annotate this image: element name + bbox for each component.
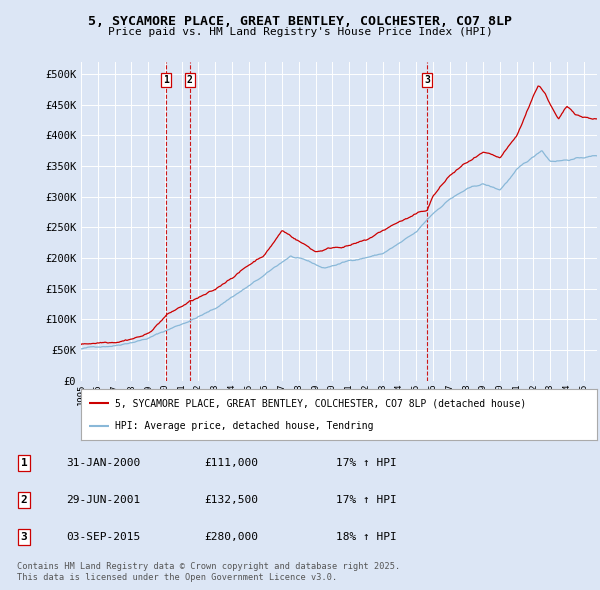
Text: 29-JUN-2001: 29-JUN-2001 (66, 495, 140, 505)
Text: 5, SYCAMORE PLACE, GREAT BENTLEY, COLCHESTER, CO7 8LP (detached house): 5, SYCAMORE PLACE, GREAT BENTLEY, COLCHE… (115, 398, 526, 408)
Text: 2: 2 (187, 76, 193, 86)
Text: 3: 3 (20, 532, 28, 542)
Text: 1: 1 (163, 76, 169, 86)
Text: 17% ↑ HPI: 17% ↑ HPI (336, 495, 397, 505)
Text: 03-SEP-2015: 03-SEP-2015 (66, 532, 140, 542)
Text: 5, SYCAMORE PLACE, GREAT BENTLEY, COLCHESTER, CO7 8LP: 5, SYCAMORE PLACE, GREAT BENTLEY, COLCHE… (88, 15, 512, 28)
Text: £280,000: £280,000 (204, 532, 258, 542)
Text: 3: 3 (424, 76, 430, 86)
Text: 18% ↑ HPI: 18% ↑ HPI (336, 532, 397, 542)
Text: This data is licensed under the Open Government Licence v3.0.: This data is licensed under the Open Gov… (17, 573, 337, 582)
Text: 2: 2 (20, 495, 28, 505)
Text: Price paid vs. HM Land Registry's House Price Index (HPI): Price paid vs. HM Land Registry's House … (107, 27, 493, 37)
Text: HPI: Average price, detached house, Tendring: HPI: Average price, detached house, Tend… (115, 421, 373, 431)
Text: 1: 1 (20, 458, 28, 468)
Text: £132,500: £132,500 (204, 495, 258, 505)
Text: £111,000: £111,000 (204, 458, 258, 468)
Text: 31-JAN-2000: 31-JAN-2000 (66, 458, 140, 468)
Text: 17% ↑ HPI: 17% ↑ HPI (336, 458, 397, 468)
Text: Contains HM Land Registry data © Crown copyright and database right 2025.: Contains HM Land Registry data © Crown c… (17, 562, 400, 571)
